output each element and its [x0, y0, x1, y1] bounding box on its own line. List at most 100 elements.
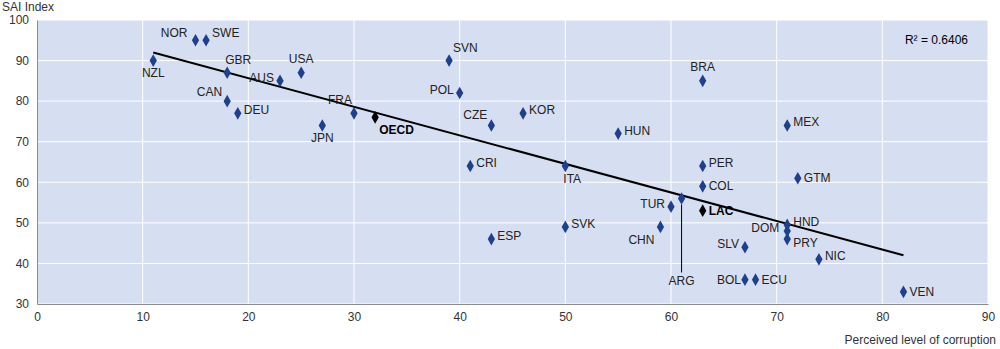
grid-line-x — [142, 20, 143, 304]
grid-line-x — [354, 20, 355, 304]
tick-label: 20 — [242, 310, 256, 324]
point-labels: NORSWENZLGBRUSAAUSCANDEUFRAJPNOECDSVNPOL… — [142, 26, 934, 299]
plot: 010203040506070809030405060708090100NORS… — [9, 13, 996, 323]
point-label: JPN — [311, 131, 334, 145]
tick: 80 — [876, 304, 890, 324]
point — [752, 273, 759, 286]
point-label: NIC — [825, 249, 846, 263]
point-label: CAN — [197, 85, 222, 99]
tick: 80 — [16, 94, 37, 108]
tick-label: 50 — [16, 216, 30, 230]
point — [794, 172, 801, 185]
point — [350, 107, 357, 120]
point — [784, 119, 791, 132]
point-label: TUR — [640, 197, 665, 211]
tick-label: 90 — [16, 54, 30, 68]
tick-label: 0 — [34, 310, 41, 324]
point-label: FRA — [328, 93, 352, 107]
tick-label: 90 — [982, 310, 996, 324]
point — [445, 54, 452, 67]
grid-line-y — [37, 304, 988, 305]
grid-line-y — [37, 20, 988, 21]
point-label: ITA — [563, 172, 581, 186]
point-label: HUN — [624, 124, 650, 138]
point — [224, 66, 231, 79]
point — [657, 221, 664, 234]
tick: 40 — [16, 257, 37, 271]
annotation: R² = 0.6406 — [905, 33, 968, 47]
marks — [150, 34, 908, 298]
point — [615, 127, 622, 140]
point-label: HND — [793, 215, 819, 229]
point — [456, 87, 463, 100]
point-label: COL — [709, 179, 734, 193]
tick: 30 — [16, 297, 37, 311]
tick: 10 — [136, 304, 150, 324]
point — [815, 253, 822, 266]
tick: 20 — [242, 304, 256, 324]
tick-label: 60 — [16, 176, 30, 190]
tick: 90 — [16, 54, 37, 68]
grid-line-x — [882, 20, 883, 304]
point — [488, 119, 495, 132]
point — [519, 107, 526, 120]
point-label: ECU — [762, 273, 787, 287]
tick-label: 30 — [348, 310, 362, 324]
point-label: BOL — [717, 273, 741, 287]
point-label: SWE — [212, 26, 239, 40]
y-axis: 30405060708090100 — [9, 13, 38, 311]
point — [467, 160, 474, 173]
point — [667, 200, 674, 213]
point-label: LAC — [709, 204, 734, 218]
point-label: CRI — [476, 156, 497, 170]
point-label: ESP — [497, 229, 521, 243]
grid — [37, 20, 988, 304]
trend-line — [153, 52, 903, 255]
plot-background — [37, 20, 988, 304]
point-label: USA — [289, 52, 314, 66]
tick: 70 — [770, 304, 784, 324]
tick-label: 80 — [16, 94, 30, 108]
point — [699, 160, 706, 173]
point — [562, 160, 569, 173]
grid-line-x — [37, 20, 38, 304]
tick-label: 60 — [665, 310, 679, 324]
tick-label: 40 — [16, 257, 30, 271]
tick-label: 30 — [16, 297, 30, 311]
point-label: PRY — [793, 236, 817, 250]
point-label: GBR — [225, 53, 251, 67]
grid-line-x — [671, 20, 672, 304]
point-label: MEX — [793, 115, 819, 129]
point-label: VEN — [909, 285, 934, 299]
point-label: CZE — [463, 108, 487, 122]
tick-label: 50 — [559, 310, 573, 324]
point-label: SVK — [571, 217, 595, 231]
point-label: DOM — [751, 221, 779, 235]
tick: 50 — [16, 216, 37, 230]
grid-line-y — [37, 101, 988, 102]
point — [234, 107, 241, 120]
axis-line — [37, 21, 38, 305]
tick-label: 70 — [16, 135, 30, 149]
point — [192, 34, 199, 47]
point — [371, 111, 378, 124]
point — [699, 180, 706, 193]
point-label: NZL — [142, 66, 165, 80]
axis-line — [38, 304, 989, 305]
tick: 30 — [348, 304, 362, 324]
point — [699, 75, 706, 88]
point — [202, 34, 209, 47]
point — [319, 119, 326, 132]
point — [678, 192, 685, 205]
point-label: AUS — [249, 71, 274, 85]
grid-line-y — [37, 182, 988, 183]
point-label: POL — [430, 83, 454, 97]
point-label: SVN — [453, 41, 478, 55]
point — [741, 273, 748, 286]
point — [276, 75, 283, 88]
point-label: PER — [709, 156, 734, 170]
tick: 60 — [16, 176, 37, 190]
grid-line-y — [37, 141, 988, 142]
point-label: GTM — [804, 171, 831, 185]
x-axis-title: Perceived level of corruption — [845, 333, 996, 347]
